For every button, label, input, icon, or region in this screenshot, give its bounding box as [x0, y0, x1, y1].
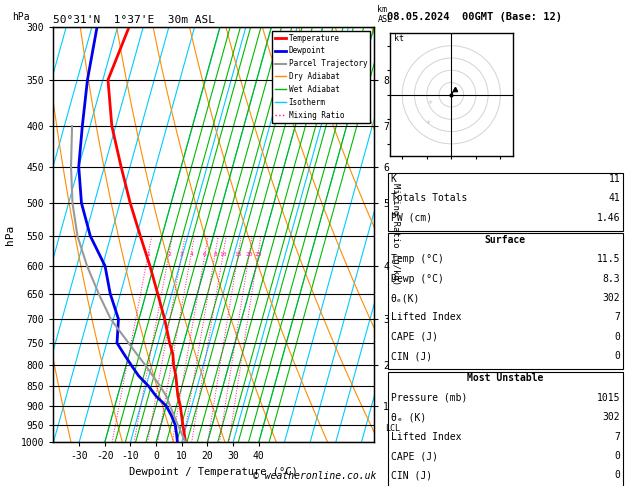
Text: 302: 302 [603, 412, 620, 422]
Legend: Temperature, Dewpoint, Parcel Trajectory, Dry Adiabat, Wet Adiabat, Isotherm, Mi: Temperature, Dewpoint, Parcel Trajectory… [272, 31, 370, 122]
Y-axis label: hPa: hPa [6, 225, 15, 244]
Text: CAPE (J): CAPE (J) [391, 451, 438, 461]
Text: 1015: 1015 [597, 393, 620, 403]
Text: Lifted Index: Lifted Index [391, 432, 461, 442]
Text: 11.5: 11.5 [597, 254, 620, 264]
Text: Pressure (mb): Pressure (mb) [391, 393, 467, 403]
Text: 302: 302 [603, 293, 620, 303]
Text: ★: ★ [425, 121, 430, 125]
Text: km
ASL: km ASL [377, 5, 392, 24]
Text: 8: 8 [213, 252, 217, 257]
Text: 20: 20 [245, 252, 253, 257]
Text: 1.46: 1.46 [597, 213, 620, 223]
Text: ★: ★ [428, 100, 433, 105]
Text: 0: 0 [615, 470, 620, 481]
Text: Most Unstable: Most Unstable [467, 373, 543, 383]
Text: kt: kt [394, 34, 404, 43]
Text: CIN (J): CIN (J) [391, 470, 431, 481]
Text: PW (cm): PW (cm) [391, 213, 431, 223]
Text: 0: 0 [615, 451, 620, 461]
Text: 4: 4 [189, 252, 193, 257]
Text: 3: 3 [180, 252, 184, 257]
Text: Surface: Surface [485, 235, 526, 245]
Text: θₑ(K): θₑ(K) [391, 293, 420, 303]
Text: 1: 1 [147, 252, 150, 257]
Text: LCL: LCL [386, 424, 401, 433]
X-axis label: Dewpoint / Temperature (°C): Dewpoint / Temperature (°C) [130, 467, 298, 477]
Text: 15: 15 [235, 252, 242, 257]
Text: Temp (°C): Temp (°C) [391, 254, 443, 264]
Text: 0: 0 [615, 351, 620, 362]
Text: 6: 6 [203, 252, 207, 257]
Text: 50°31'N  1°37'E  30m ASL: 50°31'N 1°37'E 30m ASL [53, 15, 216, 25]
Text: 0: 0 [615, 332, 620, 342]
Text: Totals Totals: Totals Totals [391, 193, 467, 204]
Text: K: K [391, 174, 396, 184]
Text: CIN (J): CIN (J) [391, 351, 431, 362]
Text: 7: 7 [615, 432, 620, 442]
Text: Lifted Index: Lifted Index [391, 312, 461, 323]
Text: 41: 41 [608, 193, 620, 204]
Text: © weatheronline.co.uk: © weatheronline.co.uk [253, 471, 376, 481]
Text: 11: 11 [608, 174, 620, 184]
Text: Dewp (°C): Dewp (°C) [391, 274, 443, 284]
Text: hPa: hPa [13, 12, 30, 22]
Text: 25: 25 [254, 252, 262, 257]
Text: θₑ (K): θₑ (K) [391, 412, 426, 422]
Text: 08.05.2024  00GMT (Base: 12): 08.05.2024 00GMT (Base: 12) [387, 12, 562, 22]
Y-axis label: Mixing Ratio (g/kg): Mixing Ratio (g/kg) [391, 183, 400, 286]
Text: CAPE (J): CAPE (J) [391, 332, 438, 342]
Text: 2: 2 [167, 252, 171, 257]
Text: 8.3: 8.3 [603, 274, 620, 284]
Text: 10: 10 [220, 252, 227, 257]
Text: 7: 7 [615, 312, 620, 323]
